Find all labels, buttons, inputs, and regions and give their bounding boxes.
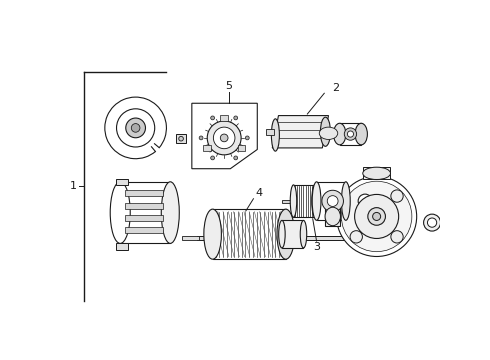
- Ellipse shape: [277, 209, 294, 259]
- Bar: [363, 167, 391, 180]
- Text: 2: 2: [332, 83, 340, 93]
- Bar: [176, 134, 186, 143]
- Bar: [213, 209, 286, 259]
- Ellipse shape: [325, 207, 341, 226]
- Circle shape: [344, 128, 357, 140]
- Ellipse shape: [279, 220, 285, 248]
- Circle shape: [350, 231, 363, 243]
- Bar: [197, 236, 359, 240]
- Circle shape: [391, 231, 403, 243]
- Circle shape: [327, 195, 338, 206]
- Circle shape: [381, 198, 388, 204]
- Bar: [317, 182, 346, 220]
- Ellipse shape: [342, 182, 350, 220]
- Ellipse shape: [204, 209, 221, 259]
- Circle shape: [213, 127, 235, 149]
- Circle shape: [372, 212, 381, 220]
- Circle shape: [368, 208, 386, 225]
- Bar: [125, 190, 163, 197]
- Ellipse shape: [290, 185, 297, 217]
- Text: 4: 4: [255, 188, 262, 198]
- Bar: [203, 145, 211, 151]
- Ellipse shape: [271, 119, 279, 151]
- Bar: [125, 215, 163, 221]
- Circle shape: [126, 118, 146, 138]
- Text: 1: 1: [70, 181, 77, 191]
- Ellipse shape: [355, 123, 368, 145]
- Circle shape: [452, 222, 458, 229]
- Ellipse shape: [110, 182, 130, 243]
- Circle shape: [347, 131, 354, 137]
- Circle shape: [358, 194, 372, 208]
- Ellipse shape: [320, 117, 330, 146]
- Circle shape: [356, 235, 362, 241]
- Bar: [182, 236, 199, 240]
- Polygon shape: [192, 103, 257, 169]
- Bar: [117, 179, 128, 185]
- Bar: [125, 227, 163, 233]
- Circle shape: [391, 190, 403, 202]
- Circle shape: [352, 188, 378, 214]
- Ellipse shape: [161, 182, 179, 243]
- Bar: [238, 145, 245, 151]
- Ellipse shape: [363, 167, 391, 180]
- Ellipse shape: [312, 185, 318, 217]
- Circle shape: [377, 194, 392, 208]
- Circle shape: [207, 121, 241, 155]
- Bar: [120, 182, 171, 243]
- Circle shape: [342, 181, 412, 252]
- Bar: [220, 115, 228, 121]
- Circle shape: [131, 123, 140, 132]
- Bar: [340, 123, 361, 145]
- Ellipse shape: [319, 127, 338, 139]
- Circle shape: [234, 156, 238, 160]
- Bar: [266, 129, 274, 135]
- Ellipse shape: [334, 123, 346, 145]
- Bar: [117, 243, 128, 249]
- Circle shape: [179, 136, 183, 141]
- Circle shape: [199, 136, 203, 140]
- Circle shape: [337, 176, 416, 256]
- Circle shape: [211, 116, 215, 120]
- Ellipse shape: [300, 220, 307, 248]
- Ellipse shape: [312, 182, 321, 220]
- Polygon shape: [272, 116, 328, 148]
- Circle shape: [423, 214, 441, 231]
- Circle shape: [322, 190, 343, 212]
- Circle shape: [220, 134, 228, 142]
- Circle shape: [245, 136, 249, 140]
- Circle shape: [355, 194, 399, 238]
- Bar: [282, 220, 303, 248]
- Circle shape: [234, 116, 238, 120]
- Circle shape: [117, 109, 155, 147]
- Bar: [282, 199, 367, 203]
- Circle shape: [211, 156, 215, 160]
- Text: 5: 5: [225, 81, 232, 91]
- Text: 3: 3: [313, 242, 320, 252]
- Bar: [325, 207, 341, 226]
- Bar: [294, 185, 315, 217]
- Bar: [125, 203, 163, 209]
- Circle shape: [449, 220, 462, 232]
- Circle shape: [427, 218, 437, 227]
